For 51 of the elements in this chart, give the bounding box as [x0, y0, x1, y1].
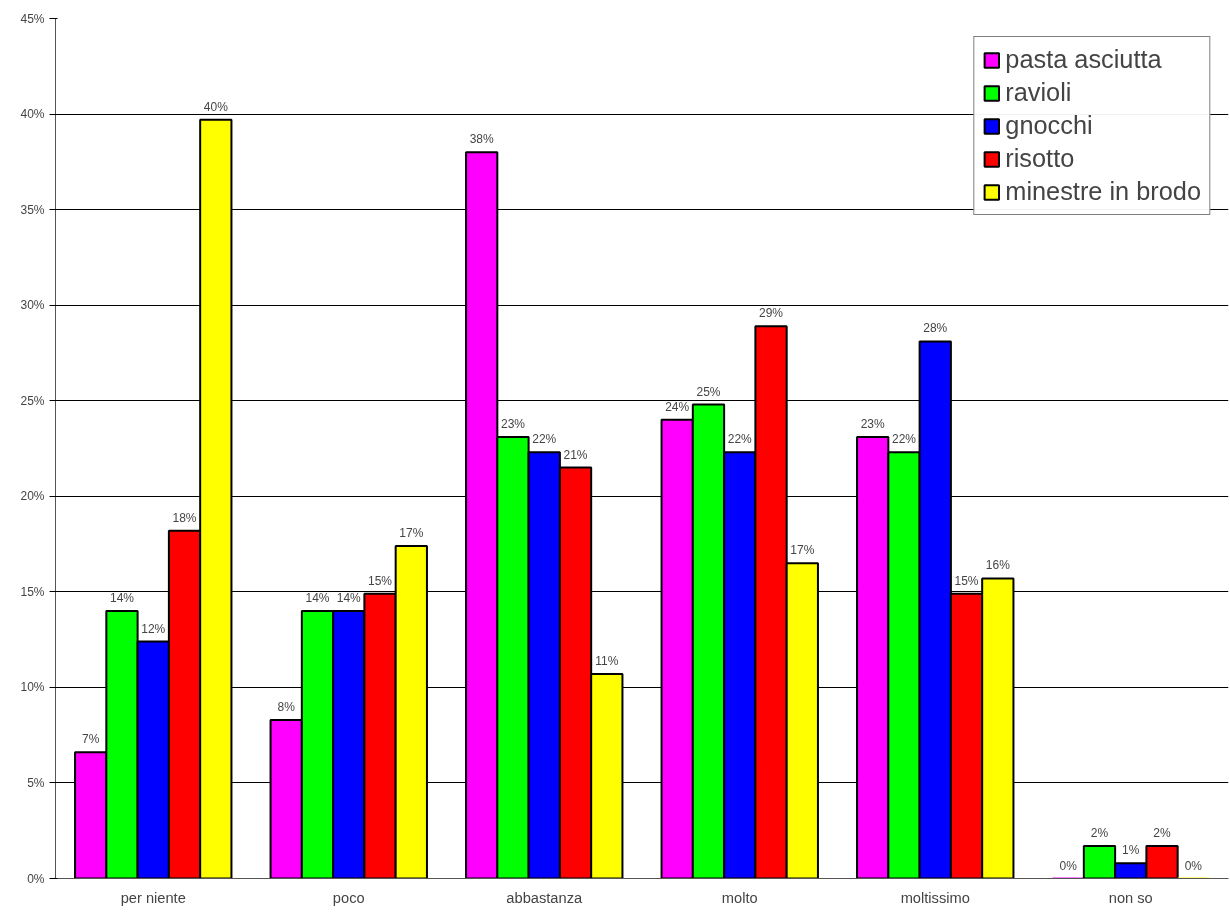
- data-label: 8%: [277, 699, 296, 714]
- data-label: 2%: [1153, 826, 1172, 841]
- data-label: 12%: [141, 621, 166, 636]
- data-label: 22%: [727, 432, 753, 447]
- data-label: 17%: [399, 525, 424, 540]
- x-tick-label: moltissimo: [900, 889, 970, 906]
- x-tick-label: non so: [1108, 889, 1153, 906]
- data-label: 1%: [1122, 843, 1140, 858]
- y-tick-label: 30%: [20, 298, 45, 313]
- data-label: 15%: [368, 573, 393, 588]
- data-label: 22%: [891, 432, 917, 447]
- x-tick-label: per niente: [120, 889, 186, 906]
- data-label: 23%: [500, 417, 526, 432]
- data-label: 11%: [595, 654, 619, 669]
- data-label: 14%: [305, 590, 330, 605]
- data-label: 18%: [172, 510, 197, 525]
- data-label: 25%: [696, 384, 721, 399]
- data-label: 22%: [532, 432, 557, 447]
- y-tick-label: 15%: [20, 584, 45, 599]
- data-label: 17%: [790, 543, 815, 558]
- legend-label: risotto: [1005, 144, 1075, 173]
- x-tick-label: abbastanza: [506, 889, 583, 906]
- x-tick-label: poco: [332, 889, 365, 906]
- data-label: 28%: [923, 321, 948, 336]
- data-label: 16%: [985, 558, 1011, 573]
- data-label: 21%: [563, 447, 588, 462]
- y-tick-label: 40%: [20, 107, 45, 122]
- legend-label: pasta asciutta: [1005, 45, 1162, 74]
- legend-label: gnocchi: [1005, 111, 1093, 140]
- data-label: 24%: [665, 399, 690, 414]
- y-tick-label: 0%: [27, 871, 45, 886]
- data-label: 29%: [759, 306, 784, 321]
- y-tick-label: 5%: [27, 775, 45, 790]
- data-label: 23%: [860, 417, 886, 432]
- y-tick-label: 25%: [20, 393, 45, 408]
- y-tick-label: 20%: [20, 489, 45, 504]
- legend-label: minestre in brodo: [1005, 177, 1201, 206]
- data-label: 2%: [1090, 826, 1109, 841]
- data-label: 0%: [1184, 858, 1203, 873]
- data-label: 0%: [1059, 858, 1078, 873]
- data-label: 38%: [469, 132, 495, 147]
- data-label: 15%: [954, 573, 979, 588]
- x-tick-label: molto: [721, 889, 758, 906]
- data-label: 7%: [82, 732, 100, 747]
- legend-label: ravioli: [1005, 78, 1072, 107]
- data-label: 40%: [203, 99, 229, 114]
- data-label: 14%: [336, 590, 362, 605]
- y-tick-label: 10%: [20, 680, 45, 695]
- y-tick-label: 35%: [20, 202, 45, 217]
- y-tick-label: 45%: [20, 11, 45, 26]
- data-label: 14%: [109, 590, 135, 605]
